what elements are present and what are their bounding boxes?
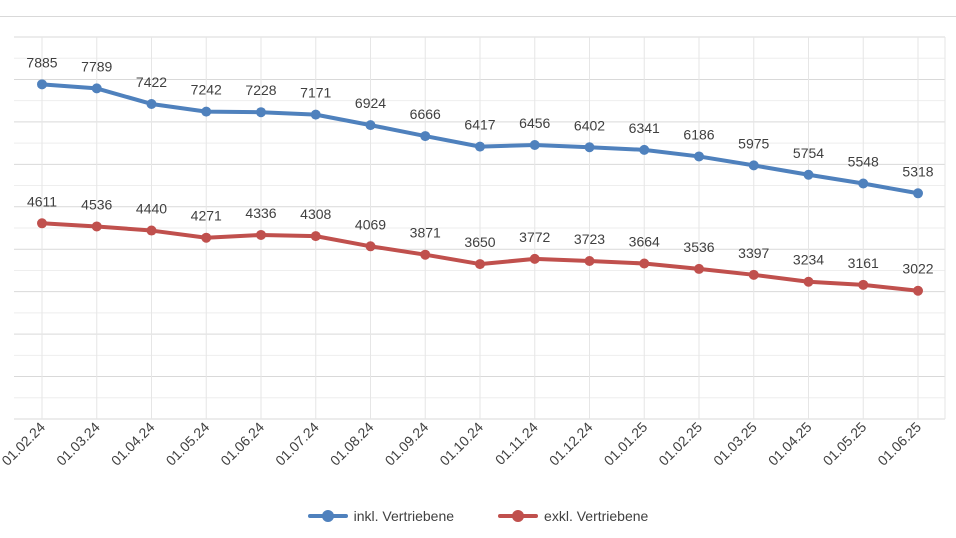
- series-2-data-label: 3022: [902, 261, 933, 277]
- series-2-data-label: 3650: [464, 234, 495, 250]
- series-1-point: [420, 131, 431, 142]
- series-1-point: [694, 151, 704, 162]
- series-1-data-label: 6417: [464, 117, 495, 133]
- series-1-data-label: 6186: [683, 126, 714, 142]
- series-1-data-label: 6666: [410, 106, 441, 122]
- series-1-point: [913, 188, 923, 199]
- series-2-point: [420, 249, 431, 260]
- x-tick-label: 01.04.24: [108, 419, 158, 469]
- series-1-point: [748, 160, 759, 171]
- x-tick-label: 01.05.24: [163, 419, 213, 469]
- series-1-data-label: 5548: [848, 154, 879, 170]
- x-tick-label: 01.04.25: [765, 419, 815, 469]
- series-2-data-label: 4440: [136, 201, 167, 217]
- series-1-point: [256, 107, 266, 118]
- series-1-data-label: 7228: [245, 82, 276, 98]
- legend: inkl. Vertriebene exkl. Vertriebene: [0, 504, 956, 528]
- series-2-point: [913, 285, 923, 296]
- series-1-data-label: 6341: [629, 120, 660, 136]
- series-2-data-label: 3723: [574, 231, 605, 247]
- legend-label-series-2: exkl. Vertriebene: [544, 508, 649, 524]
- series-2-point: [91, 221, 102, 232]
- x-tick-label: 01.06.24: [217, 419, 267, 469]
- x-tick-label: 01.01.25: [601, 419, 651, 469]
- top-divider: [0, 16, 956, 17]
- series-2-point: [146, 225, 157, 236]
- x-tick-label: 01.02.24: [0, 419, 48, 469]
- legend-item-series-1: inkl. Vertriebene: [307, 508, 455, 524]
- x-tick-label: 01.11.24: [492, 419, 541, 468]
- x-tick-label: 01.10.24: [436, 419, 486, 469]
- series-2-data-label: 4536: [81, 196, 112, 212]
- x-tick-label: 01.07.24: [272, 419, 322, 469]
- legend-item-series-2: exkl. Vertriebene: [498, 508, 648, 524]
- series-1-data-label: 7789: [81, 58, 112, 74]
- x-tick-label: 01.02.25: [655, 419, 705, 469]
- series-2-point: [365, 241, 376, 252]
- series-2-data-label: 3871: [410, 225, 441, 241]
- series-2-data-label: 3664: [629, 233, 660, 249]
- series-2-data-label: 3161: [848, 255, 879, 271]
- series-1-point: [475, 141, 485, 152]
- series-2-data-label: 3536: [683, 239, 714, 255]
- series-1-point: [639, 144, 650, 155]
- x-tick-label: 01.03.25: [710, 419, 760, 469]
- series-2-data-label: 3397: [738, 245, 769, 261]
- series-1-data-label: 6924: [355, 95, 386, 111]
- series-1-point: [529, 139, 540, 150]
- series-2-data-label: 3772: [519, 229, 550, 245]
- series-2-point: [858, 279, 869, 290]
- series-1-point: [858, 178, 869, 189]
- legend-label-series-1: inkl. Vertriebene: [353, 508, 455, 524]
- x-tick-label: 01.05.25: [820, 419, 870, 469]
- series-2-point: [529, 253, 540, 264]
- series-1-data-label: 5754: [793, 145, 824, 161]
- series-1-point: [201, 106, 212, 117]
- series-1-point: [91, 83, 102, 94]
- series-2-data-label: 4069: [355, 216, 386, 232]
- series-1-data-label: 7171: [300, 85, 331, 101]
- series-2-point: [748, 269, 759, 280]
- series-1-data-label: 7885: [26, 54, 57, 70]
- series-2-data-label: 4308: [300, 206, 331, 222]
- series-1-data-label: 7422: [136, 74, 167, 90]
- series-2-point: [201, 232, 212, 243]
- series-2-point: [584, 255, 595, 266]
- series-2-point: [37, 218, 47, 229]
- series-1-data-label: 6456: [519, 115, 550, 131]
- series-2-point: [310, 231, 321, 242]
- x-tick-label: 01.09.24: [382, 419, 432, 469]
- series-1-data-label: 7242: [191, 82, 222, 98]
- series-2-point: [803, 276, 814, 287]
- x-tick-label: 01.12.24: [546, 419, 596, 469]
- series-2-data-label: 3234: [793, 252, 824, 268]
- series-2-point: [475, 259, 485, 270]
- series-1-point: [146, 98, 157, 109]
- line-chart: 01.02.24 01.03.24 01.04.24 01.05.24 01.06.24…: [0, 36, 946, 469]
- series-2-data-label: 4336: [245, 205, 276, 221]
- series-1-point: [365, 120, 376, 131]
- series-1-point: [37, 79, 47, 90]
- series-1-data-label: 6402: [574, 117, 605, 133]
- series-1-point: [803, 169, 814, 180]
- series-1-point: [584, 142, 595, 153]
- series-2-data-label: 4611: [27, 193, 57, 209]
- legend-marker-series-2: [498, 510, 539, 522]
- x-tick-label: 01.03.24: [53, 419, 103, 469]
- series-2-point: [694, 263, 704, 274]
- series-1-data-label: 5975: [738, 135, 769, 151]
- series-2-data-label: 4271: [191, 208, 222, 224]
- legend-marker-series-1: [307, 510, 348, 522]
- x-tick-label: 01.06.25: [874, 419, 924, 469]
- series-1-data-label: 5318: [902, 163, 933, 179]
- series-2-point: [639, 258, 650, 269]
- series-2-point: [256, 229, 266, 240]
- series-1-point: [310, 109, 321, 120]
- x-tick-label: 01.08.24: [327, 419, 377, 469]
